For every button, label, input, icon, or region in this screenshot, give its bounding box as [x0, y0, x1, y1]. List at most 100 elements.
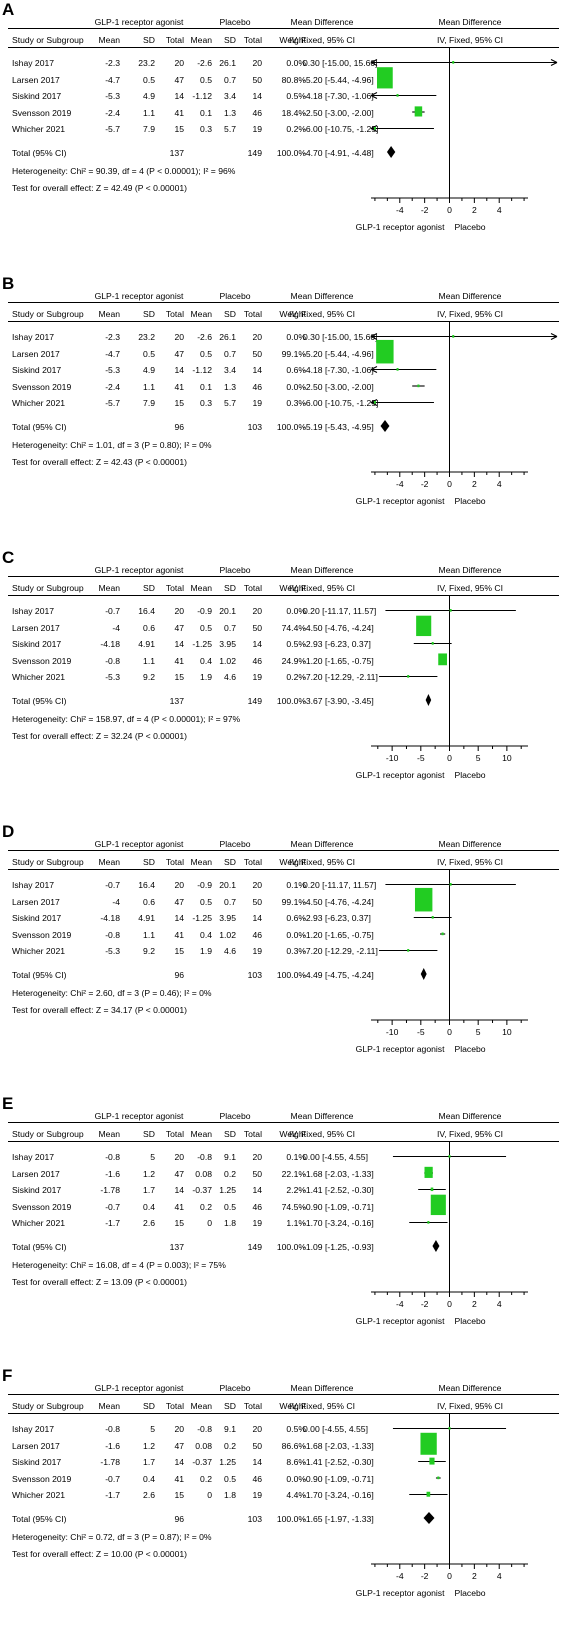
effect-plot-header: Mean Difference — [438, 17, 502, 27]
study-name: Ishay 2017 — [12, 1424, 55, 1434]
group2-header: Placebo — [219, 565, 251, 575]
total1-sum: 137 — [169, 1242, 184, 1252]
tick-label: -2 — [421, 1299, 429, 1309]
mean1: -4.7 — [105, 74, 120, 85]
total1: 41 — [174, 929, 184, 940]
forest-plot: -4 -2 0 2 4 GLP-1 receptor agonist Placebo — [356, 48, 558, 232]
method-header: IV, Fixed, 95% CI — [288, 35, 356, 45]
weight-square — [452, 61, 455, 64]
ci-text: -0.90 [-1.09, -0.71] — [303, 1201, 374, 1212]
favours-right-label: Placebo — [455, 496, 486, 506]
weight-square — [424, 1166, 433, 1178]
total2-sum: 149 — [247, 696, 262, 706]
study-name: Whicher 2021 — [12, 672, 66, 682]
weight: 74.4% — [281, 622, 306, 633]
mean1: -1.6 — [105, 1440, 120, 1451]
total1-header: Total — [165, 1129, 184, 1139]
heterogeneity-text: Heterogeneity: Chi² = 0.72, df = 3 (P = … — [12, 1532, 212, 1542]
mean2: -1.12 — [192, 365, 212, 375]
effect-header: Mean Difference — [290, 17, 354, 27]
total2: 19 — [252, 398, 262, 408]
study-name: Whicher 2021 — [12, 1218, 66, 1228]
ci-arrow-right — [550, 59, 558, 66]
method-plot-header: IV, Fixed, 95% CI — [436, 309, 504, 319]
ci-text: -1.41 [-2.52, -0.30] — [303, 1185, 374, 1195]
header-rule — [8, 869, 559, 870]
ci-arrow-right — [550, 333, 558, 340]
mean2: 0 — [207, 1490, 212, 1500]
ci-text: 0.30 [-15.00, 15.60] — [303, 58, 378, 68]
study-name: Whicher 2021 — [12, 124, 66, 134]
forest-plot: -10 -5 0 5 10 GLP-1 receptor agonist Placebo — [356, 596, 528, 780]
weight-square — [427, 1221, 430, 1224]
weight-square — [448, 1427, 451, 1430]
total1: 41 — [174, 381, 184, 392]
effect-plot-header: Mean Difference — [438, 565, 502, 575]
weight-header: Weight — [279, 583, 306, 593]
total1: 41 — [174, 1473, 184, 1484]
method-header: IV, Fixed, 95% CI — [288, 857, 356, 867]
total2: 50 — [252, 348, 262, 359]
sd2: 26.1 — [219, 58, 236, 68]
heterogeneity-text: Heterogeneity: Chi² = 2.60, df = 3 (P = … — [12, 988, 212, 998]
header-rule — [8, 1394, 559, 1395]
total-ci-text: -4.49 [-4.75, -4.24] — [303, 970, 374, 980]
favours-left-label: GLP-1 receptor agonist — [356, 1044, 445, 1054]
tick-label: 5 — [476, 753, 481, 763]
sd1: 0.6 — [143, 622, 155, 633]
sd2: 1.02 — [219, 929, 236, 940]
sd2: 0.2 — [224, 1168, 236, 1179]
total-ci-text: -1.09 [-1.25, -0.93] — [303, 1242, 374, 1252]
study-name: Whicher 2021 — [12, 1490, 66, 1500]
study-name: Larsen 2017 — [12, 348, 60, 359]
mean1: -1.7 — [105, 1490, 120, 1500]
mean2: -0.37 — [192, 1185, 212, 1195]
total1: 14 — [174, 1457, 184, 1467]
weight: 99.1% — [281, 348, 306, 359]
group1-header: GLP-1 receptor agonist — [94, 1383, 184, 1393]
sd2: 0.7 — [224, 896, 236, 907]
tick-label: -2 — [421, 479, 429, 489]
mean1: -0.7 — [105, 606, 120, 616]
sd2-header: SD — [224, 309, 236, 319]
weight: 0.1% — [286, 880, 306, 890]
sd2: 1.25 — [219, 1185, 236, 1195]
sd2: 0.5 — [224, 1473, 236, 1484]
weight: 0.0% — [286, 606, 306, 616]
weight: 1.1% — [286, 1218, 306, 1228]
effect-header: Mean Difference — [290, 565, 354, 575]
weight-square — [396, 368, 399, 371]
sd1: 1.1 — [143, 655, 155, 666]
sd2: 9.1 — [224, 1152, 236, 1162]
sd1: 16.4 — [138, 880, 155, 890]
panel-label: F — [2, 1366, 13, 1385]
sd2: 9.1 — [224, 1424, 236, 1434]
total1: 20 — [174, 332, 184, 342]
total2: 19 — [252, 1490, 262, 1500]
tick-label: -4 — [396, 205, 404, 215]
total-ci-text: -3.67 [-3.90, -3.45] — [303, 696, 374, 706]
mean2: 0.4 — [200, 655, 212, 666]
method-header: IV, Fixed, 95% CI — [288, 583, 356, 593]
mean2: 0.2 — [200, 1201, 212, 1212]
tick-label: 10 — [502, 1027, 512, 1037]
group1-header: GLP-1 receptor agonist — [94, 291, 184, 301]
panel-f: F GLP-1 receptor agonist Placebo Mean Diffe… — [0, 1366, 569, 1636]
weight: 0.0% — [286, 929, 306, 940]
mean2: 0.5 — [200, 348, 212, 359]
header-rule — [8, 595, 559, 596]
sd1: 5 — [150, 1152, 155, 1162]
total2: 20 — [252, 58, 262, 68]
ci-text: 0.20 [-11.17, 11.57] — [303, 880, 377, 890]
total-weight: 100.0% — [276, 1514, 306, 1524]
total-diamond — [432, 1240, 440, 1252]
sd1: 1.1 — [143, 381, 155, 392]
mean2: -1.12 — [192, 91, 212, 101]
weight: 80.8% — [281, 74, 306, 85]
forest-plot: -10 -5 0 5 10 GLP-1 receptor agonist Placebo — [356, 870, 528, 1054]
sd2: 1.8 — [224, 1490, 236, 1500]
total1: 14 — [174, 1185, 184, 1195]
total-label: Total (95% CI) — [12, 422, 67, 432]
total1: 15 — [174, 1218, 184, 1228]
method-plot-header: IV, Fixed, 95% CI — [436, 1129, 504, 1139]
